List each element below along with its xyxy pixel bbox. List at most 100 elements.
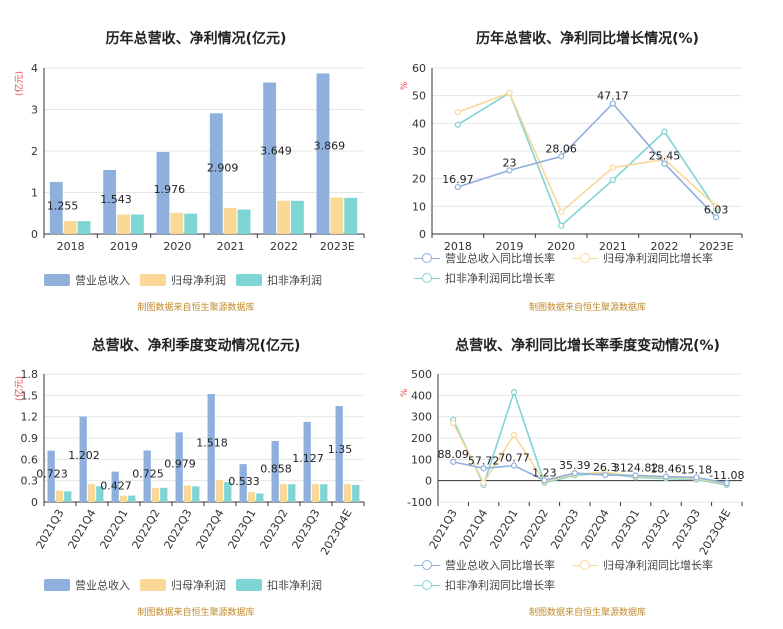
data-point	[541, 477, 548, 484]
data-point	[450, 458, 457, 465]
chart-title: 总营收、净利季度变动情况(亿元)	[91, 338, 301, 354]
series-line	[457, 102, 717, 218]
legend-item-net-profit[interactable]: 归母净利润	[140, 272, 226, 288]
y-tick-label: 0	[425, 475, 432, 488]
line-chart-quarterly-growth: -10001002003004005002021Q32021Q42022Q120…	[407, 368, 745, 557]
bar	[79, 416, 87, 502]
data-point	[454, 109, 461, 116]
bar	[263, 82, 277, 234]
data-label: 88.09	[437, 448, 469, 461]
data-point	[510, 431, 518, 438]
y-tick-label: 60	[412, 62, 426, 75]
data-point	[661, 128, 668, 135]
bar	[156, 151, 170, 234]
data-label: 26.3	[593, 461, 618, 474]
bar	[330, 197, 344, 234]
y-tick-label: 50	[412, 90, 426, 103]
x-tick-label: 2023Q1	[226, 507, 259, 551]
x-tick-label: 2022Q1	[98, 507, 131, 551]
y-tick-label: 0	[419, 228, 426, 241]
bar	[290, 200, 304, 234]
bar	[183, 485, 192, 502]
bar	[237, 209, 251, 234]
data-label: 1.543	[100, 193, 132, 206]
x-tick-label: 2018	[57, 240, 85, 253]
data-point	[510, 462, 518, 469]
data-point	[558, 153, 565, 160]
y-tick-label: 0	[31, 228, 38, 241]
x-tick-label: 2020	[163, 240, 191, 253]
bar	[119, 495, 128, 502]
bar	[151, 487, 160, 502]
bar	[64, 491, 72, 502]
data-point	[602, 471, 609, 479]
legend-item-revenue[interactable]: 营业总收入	[44, 577, 130, 593]
bar	[343, 484, 352, 502]
legend-item-net-profit-growth[interactable]: 归母净利润同比增长率	[572, 557, 713, 573]
data-point	[480, 465, 487, 472]
series-line	[453, 461, 727, 484]
y-tick-label: 1	[31, 187, 38, 200]
data-label: 35.39	[559, 459, 591, 472]
data-point	[558, 208, 565, 215]
bar	[96, 486, 104, 502]
data-label: 3124.82	[613, 461, 659, 474]
legend-item-deducted-profit[interactable]: 扣非净利润	[236, 272, 322, 288]
x-tick-label: 2023Q3	[670, 507, 703, 551]
data-label: 0.725	[132, 468, 164, 481]
data-label: 1.518	[196, 437, 228, 450]
legend-item-deducted-growth[interactable]: 扣非净利润同比增长率	[414, 270, 555, 286]
x-tick-label: 2020	[547, 240, 575, 250]
y-tick-label: 0	[31, 496, 38, 509]
data-point	[693, 474, 700, 481]
data-point	[558, 222, 565, 229]
x-tick-label: 2022Q4	[579, 507, 612, 551]
series-line	[457, 91, 717, 228]
legend-item-net-profit-growth[interactable]: 归母净利润同比增长率	[572, 250, 713, 266]
y-tick-label: 500	[411, 368, 432, 381]
chart-title: 总营收、净利同比增长率季度变动情况(%)	[455, 338, 720, 354]
data-label: 25.45	[649, 150, 681, 163]
x-tick-label: 2019	[496, 240, 524, 250]
legend-item-deducted-growth[interactable]: 扣非净利润同比增长率	[414, 577, 555, 593]
data-label: 1.976	[154, 183, 186, 196]
y-tick-label: 0.6	[21, 453, 39, 466]
bar	[117, 214, 130, 234]
bar	[207, 394, 215, 502]
bar	[143, 450, 151, 502]
data-point	[480, 479, 487, 486]
bar	[279, 484, 288, 502]
bar	[344, 197, 358, 234]
data-label: 3.649	[260, 145, 292, 158]
bar	[87, 484, 96, 502]
data-point	[510, 389, 518, 396]
chart-panel-annual-revenue: 历年总营收、净利情况(亿元) (亿元) 0 1 2 3 4 2018 2019 2020 202…	[0, 0, 392, 315]
chart-title: 历年总营收、净利同比增长情况(%)	[476, 31, 699, 47]
x-tick-label: 2021Q3	[427, 507, 460, 551]
data-point	[723, 479, 730, 487]
data-point	[662, 473, 670, 480]
x-tick-label: 2023E	[320, 240, 355, 253]
legend-item-deducted-profit[interactable]: 扣非净利润	[236, 577, 322, 593]
source-note: 制图数据来自恒生聚源数据库	[528, 303, 646, 313]
y-tick-label: 1.5	[21, 389, 39, 402]
data-label: 2.909	[207, 162, 239, 175]
legend-item-revenue-growth[interactable]: 营业总收入同比增长率	[414, 250, 555, 266]
legend-item-revenue[interactable]: 营业总收入	[44, 272, 130, 288]
bar	[247, 492, 256, 502]
legend: 营业总收入同比增长率 归母净利润同比增长率 扣非净利润同比增长率	[392, 250, 783, 290]
bar	[239, 464, 247, 502]
data-label: 1.202	[68, 449, 100, 462]
bar	[316, 73, 330, 235]
data-point	[506, 89, 513, 97]
y-tick-label: 400	[411, 389, 432, 402]
data-label: 57.72	[468, 454, 500, 467]
data-point	[609, 164, 616, 171]
data-point	[454, 183, 461, 191]
x-tick-label: 2022Q2	[518, 507, 551, 551]
legend-item-revenue-growth[interactable]: 营业总收入同比增长率	[414, 557, 555, 573]
x-tick-label: 2021	[217, 240, 245, 253]
legend-item-net-profit[interactable]: 归母净利润	[140, 577, 226, 593]
data-label: 15.18	[681, 463, 713, 476]
x-tick-label: 2022	[651, 240, 679, 250]
